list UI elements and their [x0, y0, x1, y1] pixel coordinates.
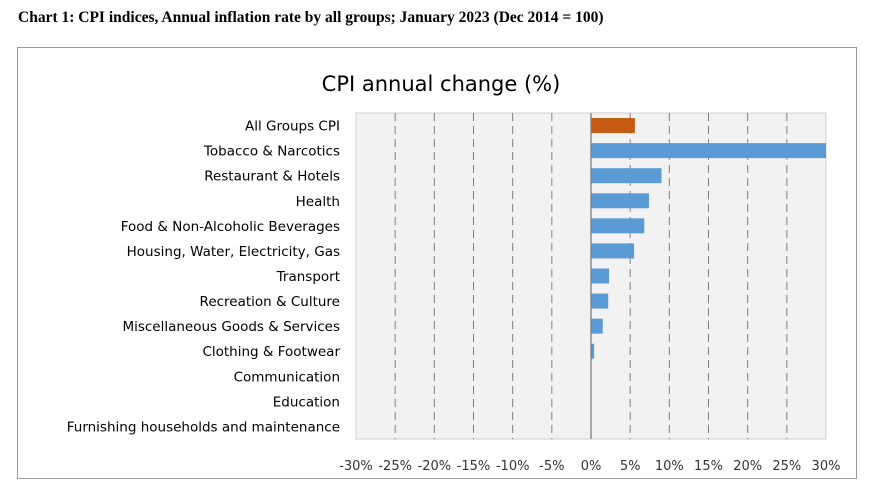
x-tick-label: 5% [620, 459, 641, 474]
category-label: Health [296, 194, 340, 210]
bar-0 [591, 118, 635, 134]
bar-4 [591, 218, 645, 234]
x-tick-label: 25% [772, 459, 801, 474]
category-label: Food & Non-Alcoholic Beverages [121, 219, 340, 235]
x-tick-label: 15% [694, 459, 723, 474]
category-label: Tobacco & Narcotics [203, 144, 340, 160]
category-label: Recreation & Culture [200, 294, 340, 310]
chart-title: CPI annual change (%) [322, 72, 561, 96]
x-tick-label: 30% [812, 459, 841, 474]
bar-1 [591, 143, 826, 159]
cpi-bar-chart: CPI annual change (%) All Groups CPI Toba… [67, 72, 841, 474]
x-tick-label: -30% [339, 459, 373, 474]
category-label: Communication [234, 369, 340, 385]
category-label: Education [273, 394, 340, 410]
bar-2 [591, 168, 662, 184]
category-label: Housing, Water, Electricity, Gas [127, 244, 340, 260]
bar-9 [591, 343, 595, 359]
x-tick-label: -10% [496, 459, 530, 474]
x-tick-label: 10% [655, 459, 684, 474]
category-label: All Groups CPI [245, 119, 340, 135]
x-tick-label: -5% [539, 459, 564, 474]
x-tick-labels: -30% -25% -20% -15% -10% -5% 0% 5% 10% 15% 20% 25% 3… [339, 459, 840, 474]
x-tick-label: -15% [457, 459, 491, 474]
grid-lines [394, 113, 788, 439]
category-label: Transport [276, 269, 340, 285]
category-labels: All Groups CPI Tobacco & Narcotics Restaur… [67, 119, 341, 436]
category-label: Miscellaneous Goods & Services [122, 319, 340, 335]
bar-3 [591, 193, 649, 209]
bar-6 [591, 268, 610, 284]
x-tick-label: 0% [581, 459, 602, 474]
chart-heading: Chart 1: CPI indices, Annual inflation r… [18, 9, 604, 26]
category-label: Furnishing households and maintenance [67, 419, 340, 435]
bars [591, 118, 826, 359]
category-label: Clothing & Footwear [202, 344, 340, 360]
bar-5 [591, 243, 635, 259]
bar-8 [591, 318, 603, 334]
chart-frame: CPI annual change (%) All Groups CPI Toba… [17, 47, 857, 479]
x-tick-label: -25% [378, 459, 412, 474]
bar-7 [591, 293, 609, 309]
x-tick-label: 20% [733, 459, 762, 474]
x-tick-label: -20% [418, 459, 452, 474]
category-label: Restaurant & Hotels [204, 169, 340, 185]
